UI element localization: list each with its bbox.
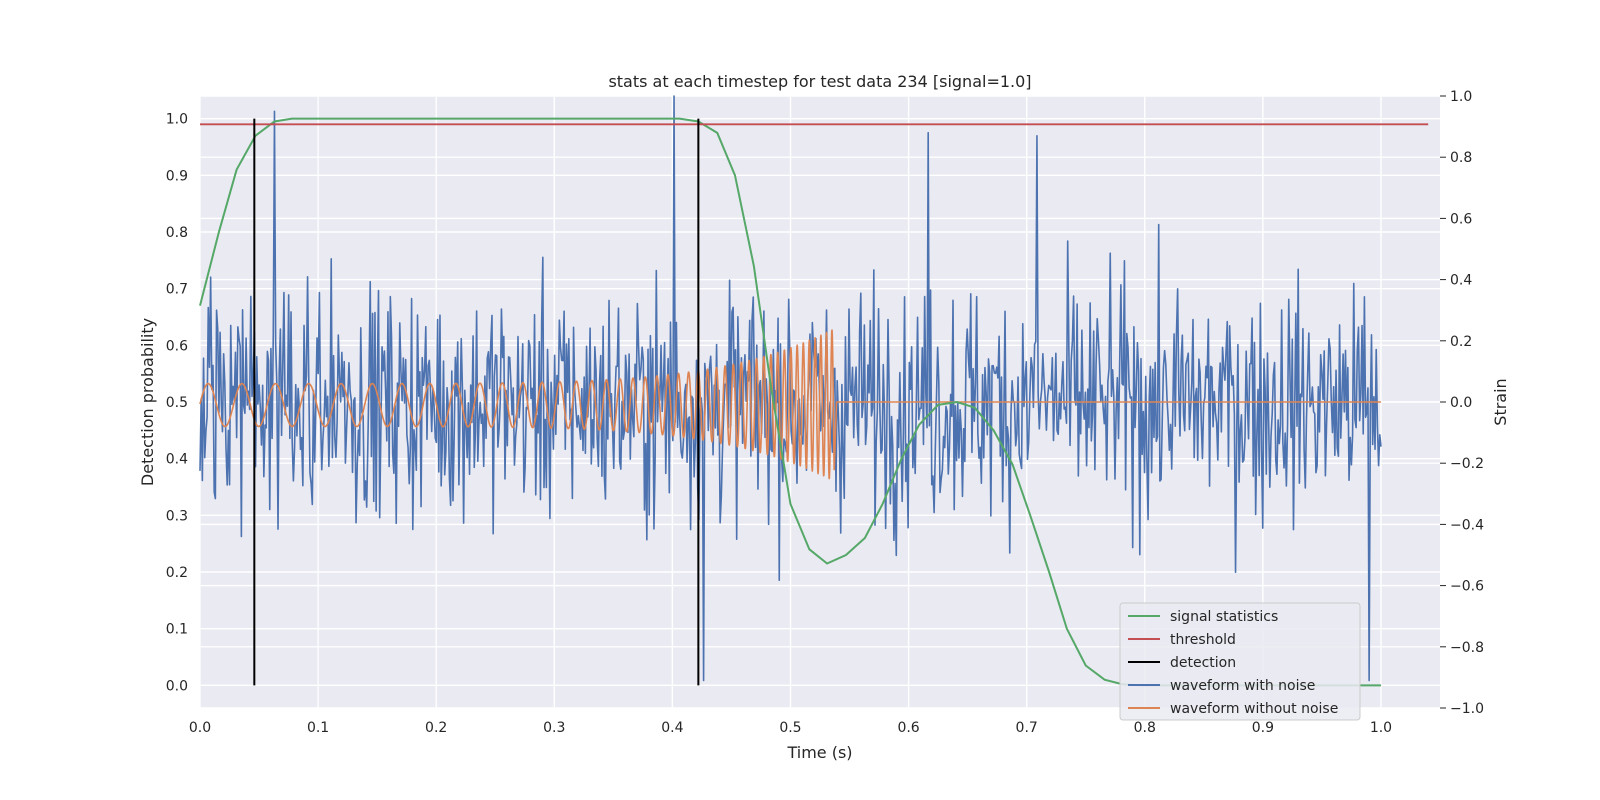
legend-label-detection: detection [1170, 655, 1236, 671]
y-tick-label: 0.9 [166, 168, 188, 184]
y-tick-label: 0.4 [166, 452, 188, 468]
y2-axis-label: Strain [1491, 378, 1510, 425]
y-tick-label: 0.1 [166, 622, 188, 638]
y2-tick-label: −0.4 [1450, 517, 1484, 533]
legend-label-waveform-without-noise: waveform without noise [1170, 701, 1338, 717]
series-waveform-with-noise [199, 95, 1382, 682]
chart-title: stats at each timestep for test data 234… [608, 72, 1031, 91]
y-tick-label: 0.2 [166, 565, 188, 581]
x-tick-label: 0.6 [897, 720, 919, 736]
y-tick-label: 0.8 [166, 225, 188, 241]
x-tick-label: 0.9 [1252, 720, 1274, 736]
y2-tick-label: 1.0 [1450, 89, 1472, 105]
axis-layer: 0.0 0.1 0.2 0.3 0.4 0.5 0.6 0.7 0.8 0.9 1.0 0.0 0.1 0… [166, 89, 1484, 736]
legend-label-signal-statistics: signal statistics [1170, 609, 1278, 625]
x-tick-label: 0.5 [779, 720, 801, 736]
y-tick-label: 0.7 [166, 282, 188, 298]
y-axis-label: Detection probability [138, 318, 157, 486]
y-tick-label: 0.0 [166, 678, 188, 694]
legend-label-threshold: threshold [1170, 632, 1236, 648]
y-tick-label: 0.6 [166, 338, 188, 354]
y2-tick-label: −0.6 [1450, 579, 1484, 595]
legend-label-waveform-with-noise: waveform with noise [1170, 678, 1315, 694]
x-axis-label: Time (s) [786, 743, 852, 762]
y2-tick-label: 0.0 [1450, 395, 1472, 411]
y2-tick-label: 0.6 [1450, 211, 1472, 227]
x-tick-label: 1.0 [1370, 720, 1392, 736]
series-waveform-without-noise [199, 329, 1381, 480]
x-tick-label: 0.0 [189, 720, 211, 736]
y-tick-label: 0.5 [166, 395, 188, 411]
y2-tick-label: −0.8 [1450, 640, 1484, 656]
x-tick-label: 0.4 [661, 720, 683, 736]
x-tick-label: 0.1 [307, 720, 329, 736]
x-tick-label: 0.7 [1016, 720, 1038, 736]
y-tick-label: 1.0 [166, 112, 188, 128]
y2-tick-label: 0.4 [1450, 273, 1472, 289]
y2-tick-label: 0.2 [1450, 334, 1472, 350]
y2-tick-label: 0.8 [1450, 150, 1472, 166]
x-tick-label: 0.2 [425, 720, 447, 736]
y2-tick-label: −0.2 [1450, 456, 1484, 472]
y2-tick-label: −1.0 [1450, 701, 1484, 717]
legend-box [1119, 602, 1361, 721]
x-tick-label: 0.3 [543, 720, 565, 736]
y-tick-label: 0.3 [166, 508, 188, 524]
legend: signal statistics threshold detection wa… [1119, 602, 1361, 721]
x-tick-label: 0.8 [1134, 720, 1156, 736]
